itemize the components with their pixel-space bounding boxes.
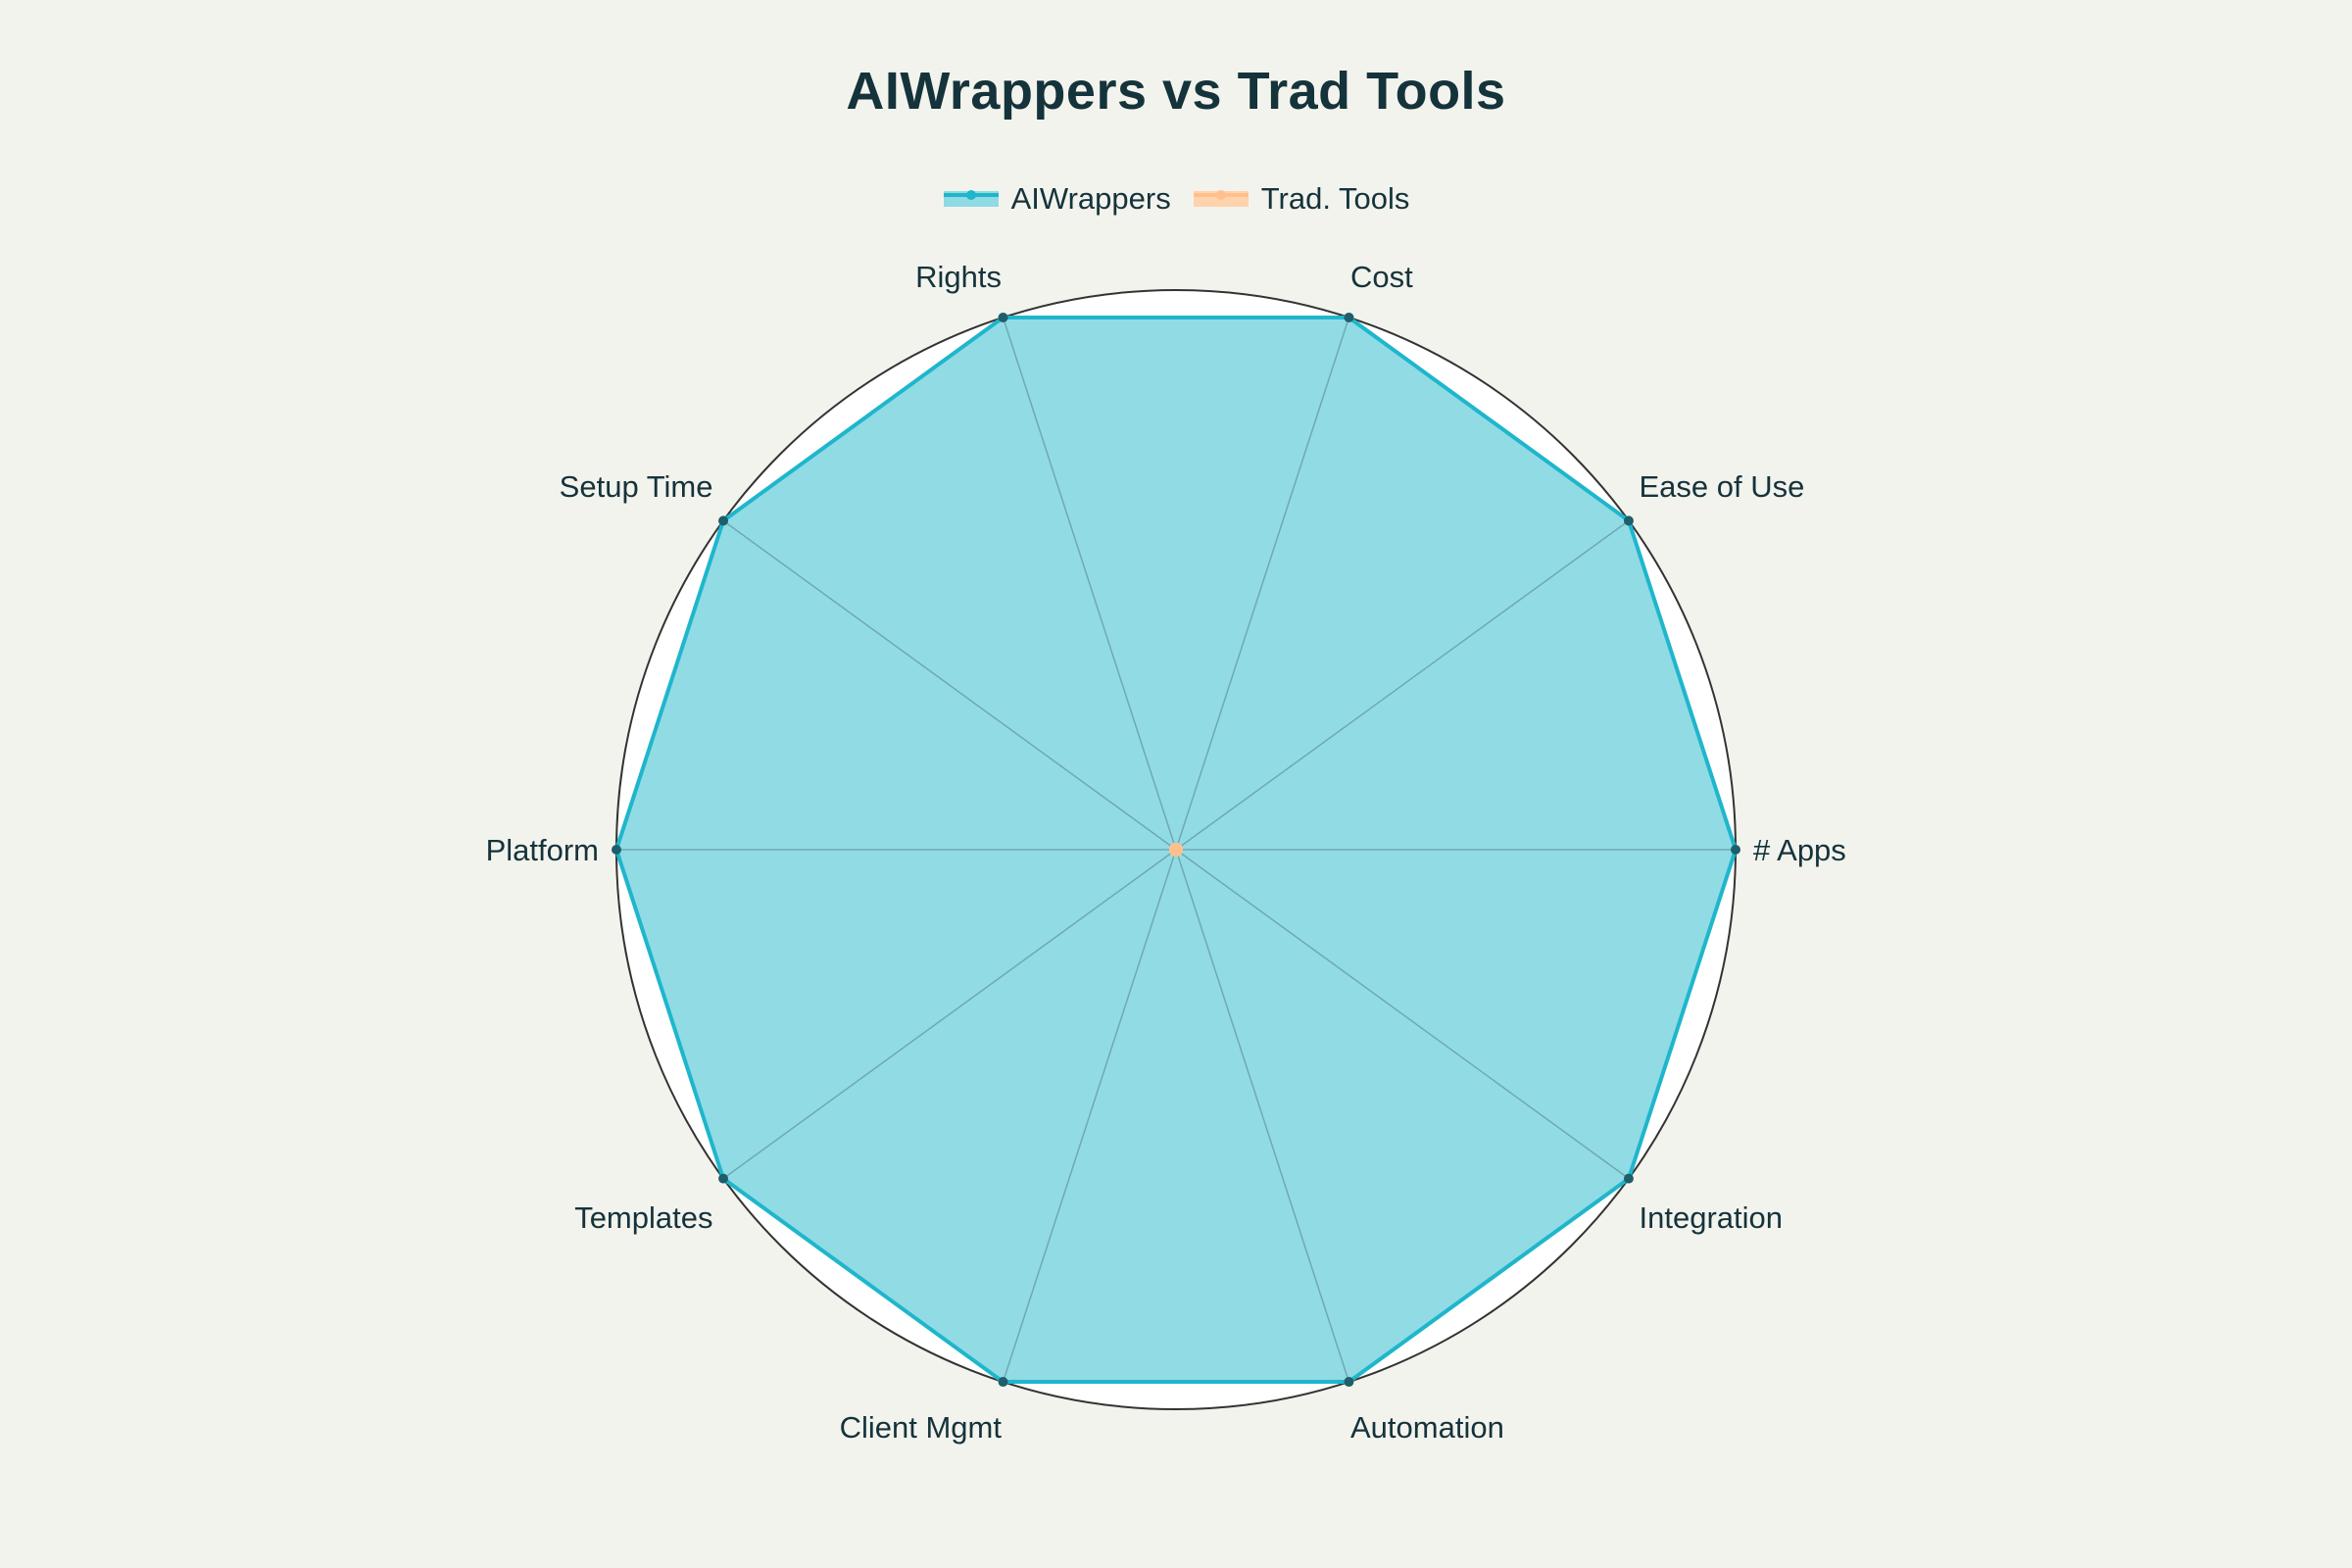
axis-label-cost: Cost <box>1350 260 1413 294</box>
axis-label-rights: Rights <box>915 260 1002 294</box>
spoke-automation <box>1175 849 1350 1383</box>
data-point-aiwrappers-integration[interactable] <box>1623 1173 1634 1184</box>
axis-label-integration: Integration <box>1640 1200 1784 1235</box>
axis-label-apps: # Apps <box>1753 833 1846 867</box>
axis-label-ease-of-use: Ease of Use <box>1640 469 1805 504</box>
axis-label-client-mgmt: Client Mgmt <box>840 1410 1003 1445</box>
chart-title: AIWrappers vs Trad Tools <box>846 62 1506 121</box>
axis-labels: # Apps Ease of Use Cost Rights Setup Time Pla… <box>486 260 1846 1445</box>
spoke-rights <box>1002 317 1177 851</box>
data-point-aiwrappers-setup-time[interactable] <box>718 515 729 526</box>
legend-swatch-trad-tools-icon <box>1193 190 1249 207</box>
legend-swatch-aiwrappers-icon <box>943 190 999 207</box>
axis-label-setup-time: Setup Time <box>560 469 713 504</box>
legend-label-trad-tools: Trad. Tools <box>1260 181 1410 216</box>
spoke-integration <box>1175 849 1630 1180</box>
data-point-aiwrappers-apps[interactable] <box>1731 845 1740 855</box>
spoke-cost <box>1175 317 1350 851</box>
axis-label-templates: Templates <box>574 1200 712 1235</box>
data-point-aiwrappers-rights[interactable] <box>998 312 1008 322</box>
spoke-client-mgmt <box>1002 849 1177 1383</box>
spoke-ease-of-use <box>1175 519 1630 851</box>
data-point-aiwrappers-ease-of-use[interactable] <box>1623 515 1634 526</box>
data-point-aiwrappers-client-mgmt[interactable] <box>998 1377 1008 1388</box>
spoke-setup-time <box>722 519 1177 851</box>
data-point-aiwrappers-automation[interactable] <box>1344 1377 1354 1388</box>
legend: AIWrappers Trad. Tools <box>0 181 2352 217</box>
spoke-templates <box>722 849 1177 1180</box>
series-markers-overlay <box>612 312 1740 1388</box>
spokes <box>616 317 1736 1383</box>
legend-label-aiwrappers: AIWrappers <box>1010 181 1171 216</box>
axis-label-platform: Platform <box>486 833 599 867</box>
data-point-trad-tools-integration[interactable] <box>1169 843 1183 857</box>
data-point-aiwrappers-cost[interactable] <box>1344 312 1354 322</box>
legend-item-aiwrappers[interactable]: AIWrappers <box>943 181 1171 217</box>
data-point-aiwrappers-platform[interactable] <box>612 845 621 855</box>
axis-label-automation: Automation <box>1350 1410 1504 1445</box>
legend-item-trad-tools[interactable]: Trad. Tools <box>1193 181 1410 217</box>
data-point-aiwrappers-templates[interactable] <box>718 1173 729 1184</box>
